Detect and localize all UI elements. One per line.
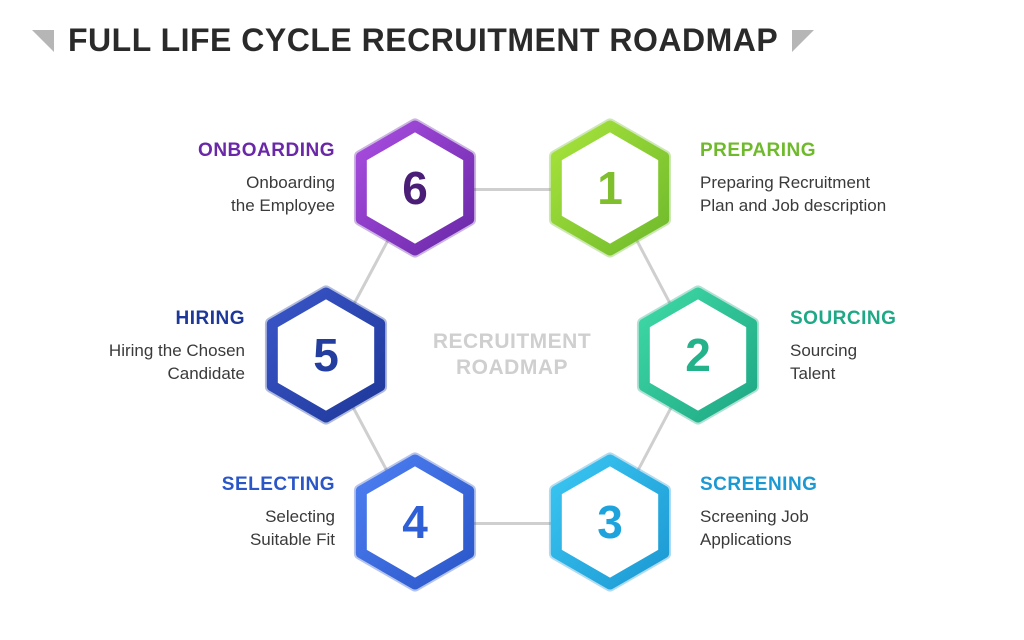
hex-number-4: 4 xyxy=(355,495,475,549)
step-desc-1: Preparing RecruitmentPlan and Job descri… xyxy=(700,172,886,218)
step-title-1: PREPARING xyxy=(700,140,816,162)
page-title: FULL LIFE CYCLE RECRUITMENT ROADMAP xyxy=(68,22,778,59)
step-title-2: SOURCING xyxy=(790,308,896,330)
step-desc-6: Onboardingthe Employee xyxy=(231,172,335,218)
hex-number-6: 6 xyxy=(355,161,475,215)
step-title-5: HIRING xyxy=(176,308,246,330)
step-title-6: ONBOARDING xyxy=(198,140,335,162)
step-desc-2: SourcingTalent xyxy=(790,340,857,386)
center-label-line1: RECRUITMENT xyxy=(433,330,591,353)
header: FULL LIFE CYCLE RECRUITMENT ROADMAP xyxy=(0,0,1024,59)
step-desc-3: Screening JobApplications xyxy=(700,506,809,552)
hex-number-1: 1 xyxy=(550,161,670,215)
step-title-3: SCREENING xyxy=(700,474,817,496)
step-desc-4: SelectingSuitable Fit xyxy=(250,506,335,552)
hex-number-2: 2 xyxy=(638,328,758,382)
center-label-line2: ROADMAP xyxy=(456,356,568,379)
hex-number-3: 3 xyxy=(550,495,670,549)
diagram-canvas: RECRUITMENT ROADMAP 1 PREPARING Preparing … xyxy=(0,80,1024,640)
step-title-4: SELECTING xyxy=(222,474,335,496)
decor-triangle-right-icon xyxy=(792,30,814,52)
step-desc-5: Hiring the ChosenCandidate xyxy=(109,340,245,386)
decor-triangle-left-icon xyxy=(32,30,54,52)
center-label: RECRUITMENT ROADMAP xyxy=(422,329,602,382)
hex-number-5: 5 xyxy=(266,328,386,382)
